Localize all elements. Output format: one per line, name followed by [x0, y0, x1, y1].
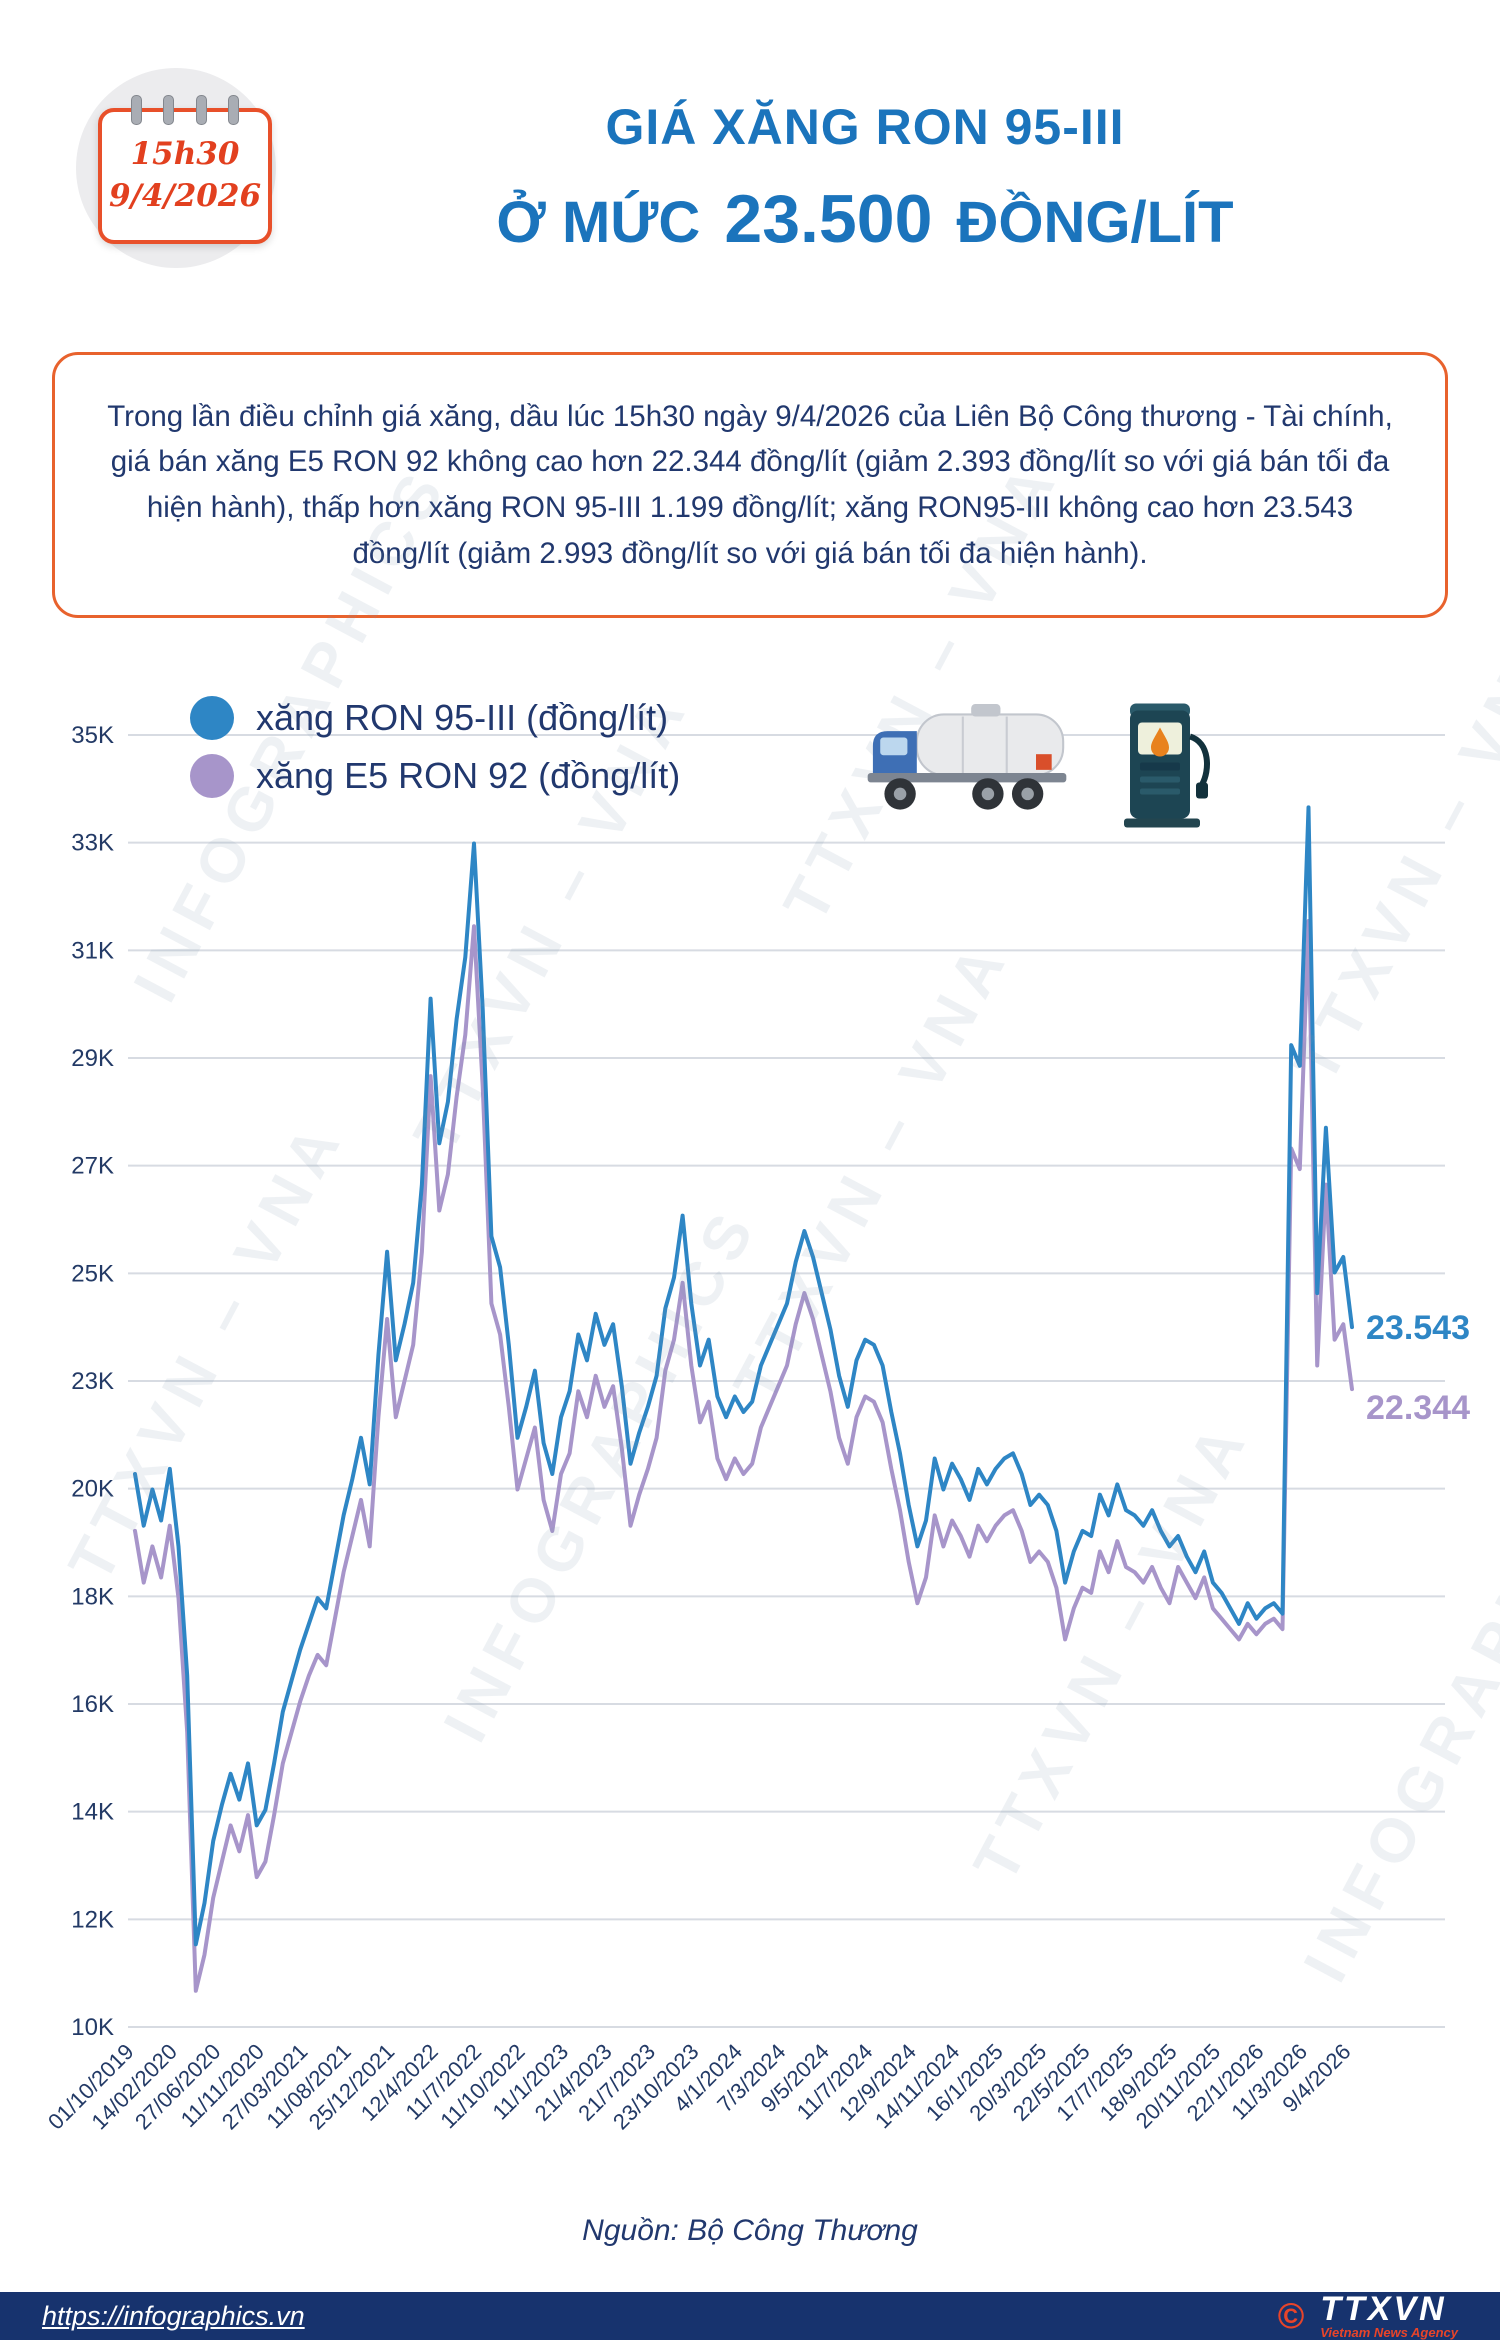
y-tick-label: 23K — [71, 1368, 114, 1395]
price-line — [133, 919, 1354, 1993]
calendar-datetime: 15h30 9/4/2026 — [102, 134, 268, 218]
y-tick-label: 27K — [71, 1153, 114, 1180]
page-title: GIÁ XĂNG RON 95-III — [605, 99, 1125, 155]
fuel-pump-icon — [1124, 703, 1210, 828]
calendar-binding-rings — [110, 95, 260, 125]
legend-label-ron95: xăng RON 95-III (đồng/lít) — [256, 697, 669, 738]
chart-legend: xăng RON 95-III (đồng/lít) xăng E5 RON 9… — [190, 696, 680, 812]
end-value-label: 22.344 — [1366, 1389, 1470, 1427]
price-line-chart: 35K33K31K29K27K25K23K20K18K16K14K12K10K0… — [43, 722, 1470, 2134]
copyright-icon: © — [1277, 2295, 1305, 2336]
y-tick-label: 16K — [71, 1691, 114, 1718]
page-subtitle: Ở MỨC 23.500 ĐỒNG/LÍT — [300, 180, 1430, 258]
header: GIÁ XĂNG RON 95-III Ở MỨC 23.500 ĐỒNG/LÍ… — [300, 98, 1430, 258]
legend-item-ron95: xăng RON 95-III (đồng/lít) — [190, 696, 680, 740]
y-tick-label: 35K — [71, 722, 114, 749]
price-line — [133, 805, 1354, 1947]
legend-dot-e5ron92-icon — [190, 754, 234, 798]
ttxvn-logo: © TTXVN Vietnam News Agency — [1278, 2292, 1458, 2340]
legend-label-e5ron92: xăng E5 RON 92 (đồng/lít) — [256, 755, 681, 796]
y-tick-label: 33K — [71, 830, 114, 857]
summary-box: Trong lần điều chỉnh giá xăng, dầu lúc 1… — [52, 352, 1448, 618]
y-tick-label: 10K — [71, 2014, 114, 2041]
footer-bar: https://infographics.vn © TTXVN Vietnam … — [0, 2292, 1500, 2340]
calendar-date: 9/4/2026 — [108, 177, 262, 214]
y-tick-label: 29K — [71, 1045, 114, 1072]
summary-text: Trong lần điều chỉnh giá xăng, dầu lúc 1… — [107, 399, 1393, 570]
y-tick-label: 18K — [71, 1583, 114, 1610]
subtitle-suffix: ĐỒNG/LÍT — [956, 190, 1234, 255]
y-tick-label: 25K — [71, 1260, 114, 1287]
source-note: Nguồn: Bộ Công Thương — [582, 2214, 918, 2247]
y-tick-label: 12K — [71, 1906, 114, 1933]
calendar-icon: 15h30 9/4/2026 — [98, 95, 272, 244]
legend-item-e5ron92: xăng E5 RON 92 (đồng/lít) — [190, 754, 680, 798]
footer-url-link[interactable]: https://infographics.vn — [42, 2300, 305, 2331]
tanker-truck-icon — [867, 704, 1067, 810]
calendar-time: 15h30 — [130, 136, 240, 172]
subtitle-price-value: 23.500 — [724, 181, 933, 257]
end-value-label: 23.543 — [1366, 1309, 1470, 1347]
y-tick-label: 31K — [71, 937, 114, 964]
legend-dot-ron95-icon — [190, 696, 234, 740]
agency-subtitle: Vietnam News Agency — [1320, 2324, 1458, 2340]
agency-name: TTXVN — [1320, 2289, 1447, 2328]
subtitle-prefix: Ở MỨC — [496, 190, 701, 255]
y-tick-label: 14K — [71, 1799, 114, 1826]
y-tick-label: 20K — [71, 1476, 114, 1503]
